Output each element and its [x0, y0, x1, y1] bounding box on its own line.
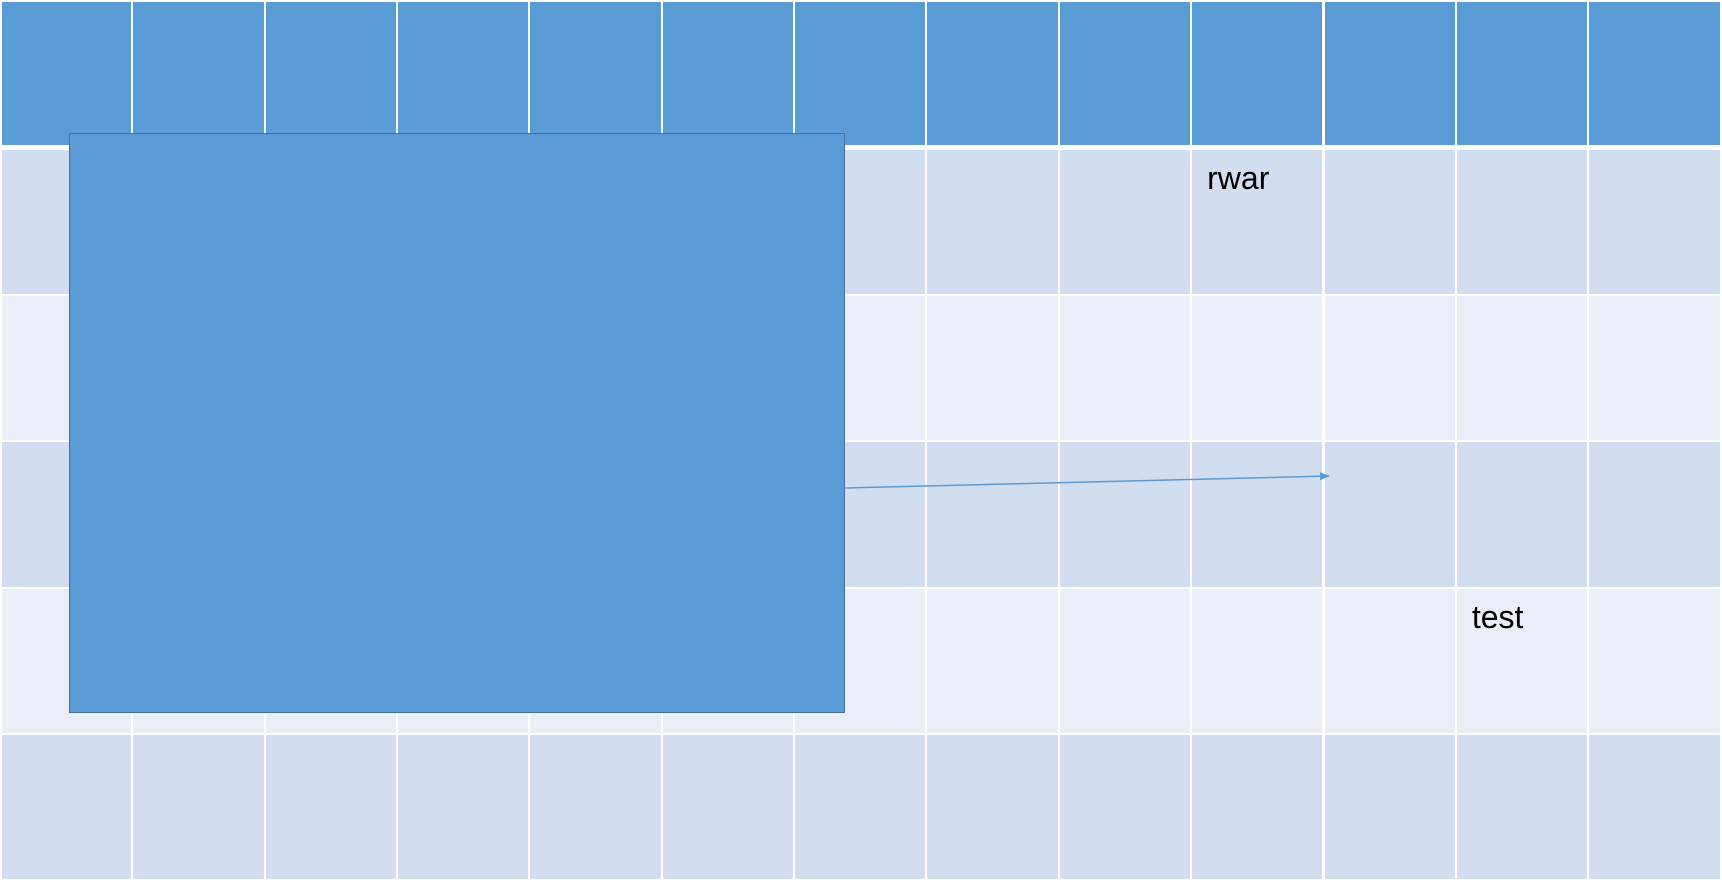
table-cell[interactable]: [1059, 296, 1191, 441]
table-header-cell[interactable]: [398, 2, 529, 145]
table-cell[interactable]: [530, 734, 661, 879]
table-cell[interactable]: [1589, 150, 1720, 295]
table-cell[interactable]: [1324, 150, 1455, 295]
table-header-cell[interactable]: [1324, 2, 1455, 145]
table-cell[interactable]: [133, 734, 264, 879]
table-header-cell[interactable]: [1456, 2, 1588, 145]
table-cell[interactable]: [1059, 734, 1191, 879]
table-header-cell[interactable]: [1059, 2, 1191, 145]
table-header-cell[interactable]: [795, 2, 926, 145]
table-header-cell[interactable]: [1192, 2, 1323, 145]
table-cell[interactable]: [1192, 588, 1323, 733]
table-cell[interactable]: [398, 734, 529, 879]
table-header-cell[interactable]: [265, 2, 397, 145]
table-header-cell[interactable]: [1589, 2, 1720, 145]
table-cell[interactable]: [1059, 588, 1191, 733]
table-cell[interactable]: rwar: [1192, 150, 1323, 295]
table-cell[interactable]: [1589, 296, 1720, 441]
table-cell[interactable]: [795, 734, 926, 879]
table-cell[interactable]: [1324, 442, 1455, 587]
table-cell[interactable]: [927, 296, 1058, 441]
table-cell[interactable]: [1324, 296, 1455, 441]
table-header-cell[interactable]: [2, 2, 132, 145]
table-cell[interactable]: [1192, 442, 1323, 587]
table-cell[interactable]: [1589, 588, 1720, 733]
table-cell[interactable]: [927, 150, 1058, 295]
table-cell[interactable]: [1456, 734, 1588, 879]
table-cell[interactable]: [1192, 296, 1323, 441]
cell-text: rwar: [1207, 160, 1270, 196]
table-cell[interactable]: [1589, 734, 1720, 879]
table-cell[interactable]: [1059, 442, 1191, 587]
table-header-cell[interactable]: [530, 2, 661, 145]
table-header-cell[interactable]: [662, 2, 794, 145]
table-cell[interactable]: [1456, 150, 1588, 295]
table-cell[interactable]: [1324, 588, 1455, 733]
table-cell[interactable]: [1324, 734, 1455, 879]
table-cell[interactable]: [1456, 296, 1588, 441]
table-cell[interactable]: [927, 442, 1058, 587]
table-cell[interactable]: [265, 734, 397, 879]
table-cell[interactable]: [927, 734, 1058, 879]
table-cell[interactable]: [1192, 734, 1323, 879]
table-cell[interactable]: [927, 588, 1058, 733]
rectangle-shape[interactable]: [69, 133, 845, 713]
table-header-cell[interactable]: [927, 2, 1058, 145]
table-cell[interactable]: [1456, 442, 1588, 587]
cell-text: test: [1471, 598, 1524, 635]
table-cell[interactable]: [2, 734, 132, 879]
table-header-cell[interactable]: [133, 2, 264, 145]
table-cell[interactable]: [1059, 150, 1191, 295]
table-cell[interactable]: [1589, 442, 1720, 587]
table-cell[interactable]: test: [1456, 588, 1588, 733]
table-cell[interactable]: [662, 734, 794, 879]
